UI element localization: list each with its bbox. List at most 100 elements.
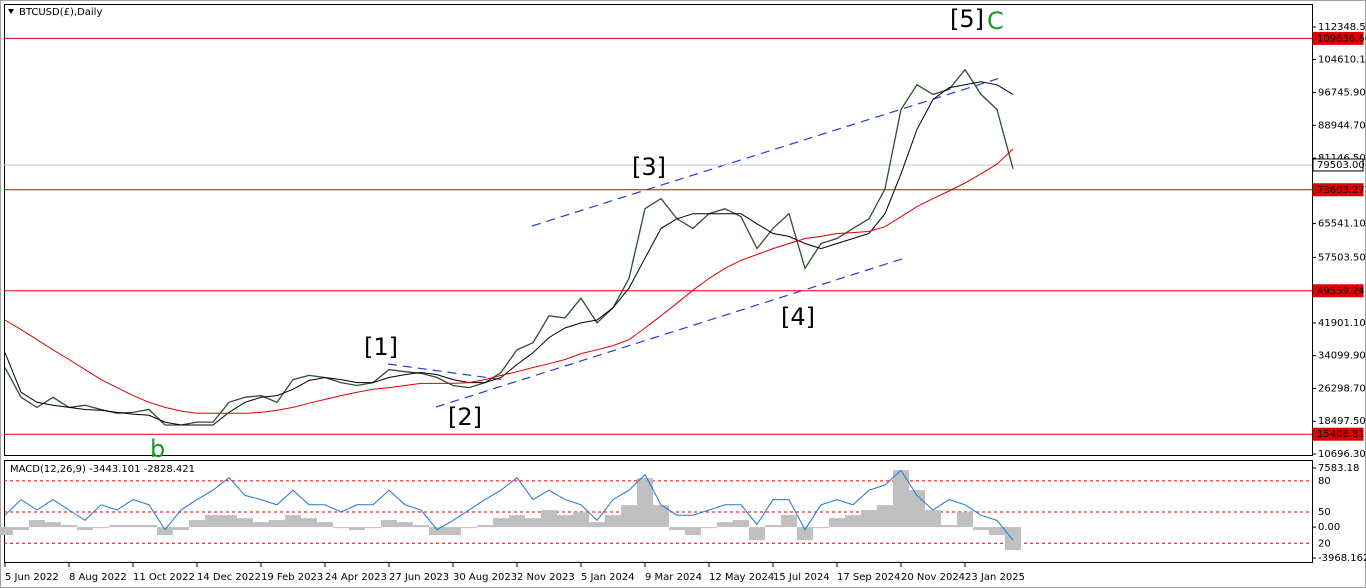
price-line	[4, 148, 1014, 414]
wave-label: b	[150, 435, 165, 463]
x-tick-label: 14 Dec 2022	[197, 572, 261, 583]
level-label-box	[1312, 427, 1364, 441]
x-tick-label: 5 Jan 2024	[581, 572, 635, 583]
histogram-bar	[877, 505, 893, 528]
x-tick-label: 30 Aug 2023	[453, 572, 517, 583]
histogram-bar	[189, 520, 205, 528]
histogram-bar	[205, 515, 221, 528]
x-tick-label: 5 Jun 2022	[5, 572, 59, 583]
histogram-bar	[509, 515, 525, 528]
histogram-bar	[829, 518, 845, 528]
sub-panel	[4, 460, 1313, 563]
histogram-bar	[861, 510, 877, 528]
chart-title: BTCUSD(£),Daily	[19, 7, 102, 18]
histogram-bar	[333, 527, 349, 529]
histogram-bar	[109, 525, 125, 528]
y-tick-label: 112348.50	[1318, 22, 1366, 33]
histogram-bar	[461, 527, 477, 529]
wave-label: [3]	[632, 153, 666, 181]
x-tick-label: 19 Feb 2023	[261, 572, 323, 583]
histogram-bar	[733, 520, 749, 528]
histogram-bar	[237, 518, 253, 528]
level-label-box	[1312, 284, 1364, 298]
y-tick-label: 18497.50	[1318, 416, 1366, 427]
histogram-bar	[813, 527, 829, 529]
histogram-bar	[669, 527, 685, 531]
histogram-bar	[349, 527, 365, 531]
y-tick-label: 104610.10	[1318, 55, 1366, 66]
histogram-bar	[957, 512, 973, 528]
y-tick-label: 10696.30	[1318, 449, 1366, 460]
histogram-bar	[781, 515, 797, 528]
menu-arrow	[8, 9, 14, 14]
upper-channel	[531, 77, 1001, 227]
main-panel	[4, 4, 1313, 456]
y-tick-label: 65541.10	[1318, 219, 1366, 230]
level-label: 79503.00	[1317, 160, 1365, 171]
histogram-bar	[253, 522, 269, 528]
wave1-line	[387, 363, 506, 381]
y-tick-label: -3968.162	[1318, 553, 1366, 564]
y-tick-label: 57503.50	[1318, 252, 1366, 263]
histogram-bar	[573, 512, 589, 528]
histogram-bar	[701, 527, 717, 529]
histogram-bar	[317, 522, 333, 528]
histogram-bar	[13, 527, 29, 531]
level-label-box	[1312, 31, 1364, 45]
y2-tick-label: 20	[1318, 538, 1331, 549]
level-label: 49559.24	[1317, 286, 1365, 297]
level-label: 15408.81	[1317, 429, 1365, 440]
wave-label: C	[987, 7, 1004, 35]
histogram-bar	[125, 525, 141, 528]
histogram-bar	[605, 515, 621, 528]
histogram-bar	[621, 505, 637, 528]
y-tick-label: 7583.18	[1318, 463, 1359, 474]
x-tick-label: 9 Mar 2024	[645, 572, 702, 583]
y-tick-label: 34099.90	[1318, 351, 1366, 362]
histogram-bar	[797, 527, 813, 541]
level-label: 109636.60	[1317, 33, 1366, 44]
x-tick-label: 27 Jun 2023	[389, 572, 449, 583]
wave-label: [5]	[950, 5, 984, 33]
histogram-bar	[541, 510, 557, 528]
histogram-bar	[973, 527, 989, 531]
histogram-bar	[589, 522, 605, 528]
histogram-bar	[93, 527, 109, 529]
y-tick-label: 0.00	[1318, 522, 1340, 533]
y2-tick-label: 50	[1318, 507, 1331, 518]
y-tick-label: 26298.70	[1318, 383, 1366, 394]
histogram-bar	[749, 527, 765, 541]
histogram-bar	[525, 518, 541, 528]
lower-channel	[435, 257, 906, 408]
histogram-bar	[381, 520, 397, 528]
histogram-bar	[0, 527, 13, 536]
histogram-bar	[765, 525, 781, 528]
histogram-bar	[397, 522, 413, 528]
x-tick-label: 17 Sep 2024	[837, 572, 900, 583]
x-tick-label: 11 Oct 2022	[133, 572, 195, 583]
wave-label: [2]	[448, 403, 482, 431]
histogram-bar	[157, 527, 173, 536]
trend-lines	[387, 77, 1001, 408]
histogram-bar	[445, 527, 461, 536]
histogram-bar	[1005, 527, 1021, 551]
histogram-bar	[269, 520, 285, 528]
wave-label: [1]	[364, 333, 398, 361]
indicator-title: MACD(12,26,9) -3443.101 -2828.421	[10, 464, 195, 475]
level-label: 73603.27	[1317, 185, 1365, 196]
histogram-bar	[941, 525, 957, 528]
y2-tick-label: 80	[1318, 476, 1331, 487]
x-tick-label: 2 Nov 2023	[517, 572, 575, 583]
level-label-box	[1312, 158, 1364, 172]
y-tick-label: 96745.90	[1318, 88, 1366, 99]
histogram-bar	[685, 527, 701, 536]
x-tick-label: 15 Jul 2024	[773, 572, 830, 583]
y-tick-label: 88944.70	[1318, 120, 1366, 131]
histogram-bar	[173, 527, 189, 531]
histogram-bar	[365, 527, 381, 529]
histogram-bar	[221, 515, 237, 528]
histogram-bar	[925, 510, 941, 528]
